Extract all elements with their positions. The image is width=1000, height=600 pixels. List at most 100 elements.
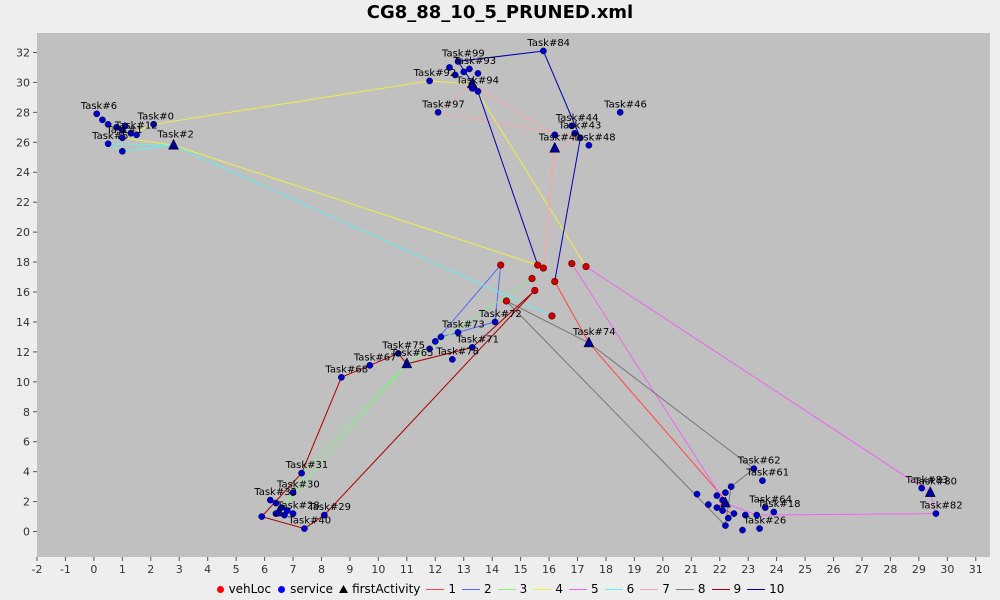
legend-marker-circle-icon — [278, 586, 286, 593]
service-point — [759, 477, 766, 484]
y-tick-label: 2 — [23, 496, 30, 509]
legend-item-route-4: 4 — [533, 582, 563, 596]
service-point-label: Task#30 — [276, 480, 320, 491]
service-point — [258, 513, 266, 520]
service-point — [756, 525, 763, 532]
service-point — [713, 504, 721, 511]
legend-label: 10 — [769, 582, 785, 596]
service-point — [460, 68, 468, 76]
vehicle-location-point — [582, 262, 590, 271]
service-point — [301, 525, 308, 532]
service-point-label: Task#84 — [526, 38, 570, 49]
legend-label: 2 — [484, 582, 492, 596]
service-point — [693, 490, 701, 498]
service-point-label: Task#61 — [745, 468, 789, 479]
first-activity-label: Task#80 — [913, 477, 957, 488]
vehicle-location-point — [497, 261, 505, 269]
legend-item-firstActivity: firstActivity — [339, 582, 420, 596]
service-point — [730, 510, 738, 517]
legend-item-vehLoc: vehLoc — [216, 582, 271, 596]
first-activity-marker — [466, 77, 478, 89]
service-point-label: Task#1 — [105, 125, 142, 136]
legend-item-route-9: 9 — [711, 582, 741, 596]
service-point-label: Task#97 — [421, 99, 465, 110]
service-point-label: Task#62 — [737, 456, 781, 467]
service-point-label: Task#78 — [435, 346, 479, 357]
service-point — [118, 126, 126, 134]
legend-marker-triangle-icon — [339, 585, 349, 593]
service-point-label: Task#83 — [905, 475, 949, 486]
route-line-8 — [506, 300, 755, 527]
service-point — [426, 345, 433, 353]
first-activity-marker — [401, 357, 413, 369]
first-activity-marker — [168, 138, 179, 150]
service-point-label: Task#82 — [919, 501, 963, 512]
service-point — [320, 511, 328, 519]
x-tick-label: 23 — [741, 563, 755, 576]
service-point-label: Task#92 — [413, 68, 457, 79]
x-tick-label: 7 — [290, 563, 297, 576]
x-tick-label: 31 — [969, 563, 983, 576]
legend-line-swatch — [640, 589, 659, 590]
service-point — [750, 465, 758, 473]
service-points — [93, 47, 940, 534]
service-point — [491, 318, 499, 326]
legend-label: firstActivity — [352, 582, 421, 596]
service-point-label: Task#99 — [441, 48, 485, 59]
legend-line-swatch — [568, 589, 587, 590]
service-point-label: Task#32 — [253, 487, 297, 498]
legend-label: 7 — [662, 582, 670, 596]
vehicle-location-point — [539, 264, 547, 272]
service-point — [104, 120, 112, 128]
service-point — [616, 108, 624, 116]
service-point — [289, 489, 297, 496]
legend-line-swatch — [711, 589, 730, 590]
service-point — [577, 134, 584, 142]
service-point — [466, 65, 473, 73]
x-tick-label: 12 — [428, 563, 442, 576]
legend-line-swatch — [604, 589, 623, 590]
service-point — [272, 499, 280, 507]
service-point — [568, 122, 576, 130]
service-point-label: Task#46 — [603, 99, 647, 110]
service-point — [113, 123, 121, 131]
service-point-label: Task#73 — [441, 319, 485, 330]
service-point — [426, 77, 433, 85]
vehicle-location-point — [528, 274, 536, 283]
service-point-label: Task#48 — [572, 132, 616, 143]
legend-line-swatch — [462, 589, 481, 590]
service-point-label: Task#75 — [381, 340, 425, 351]
service-point — [99, 116, 106, 124]
service-point-label: Task#71 — [455, 334, 499, 345]
x-tick-label: 1 — [119, 563, 126, 576]
y-tick-label: 6 — [23, 436, 30, 449]
vehicle-location-point — [502, 297, 510, 305]
service-point-label: Task#94 — [455, 75, 499, 86]
first-activity-label: Task#41 — [538, 132, 582, 143]
y-tick-label: 12 — [16, 346, 30, 359]
x-tick-label: 6 — [261, 563, 268, 576]
y-tick-label: 28 — [16, 106, 30, 119]
chart-title: CG8_88_10_5_PRUNED.xml — [366, 2, 634, 23]
y-tick-label: 0 — [23, 526, 30, 539]
first-activity-markers — [168, 77, 936, 517]
service-point — [298, 469, 305, 477]
service-point-label: Task#0 — [137, 111, 174, 122]
first-activity-marker — [549, 141, 561, 153]
legend-item-route-8: 8 — [675, 582, 706, 596]
y-tick-label: 10 — [16, 376, 30, 389]
service-point — [770, 508, 778, 516]
legend-item-route-5: 5 — [568, 582, 599, 596]
x-tick-label: 28 — [883, 563, 897, 576]
x-tick-label: 14 — [485, 563, 499, 576]
y-tick-label: 16 — [16, 286, 30, 299]
service-point-label: Task#12 — [114, 120, 158, 131]
legend-item-service: service — [277, 582, 333, 596]
legend-label: 6 — [626, 582, 635, 596]
x-tick-label: 8 — [318, 563, 325, 576]
service-point — [93, 110, 101, 118]
first-activity-marker — [583, 336, 595, 348]
service-point — [446, 64, 453, 71]
service-point — [551, 131, 559, 139]
